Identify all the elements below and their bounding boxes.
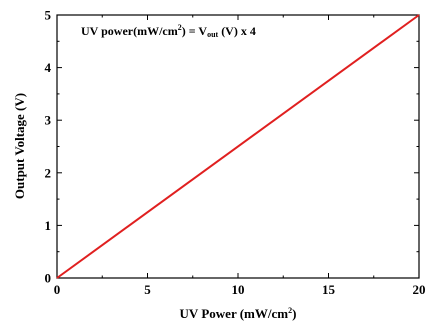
y-tick-label: 0	[45, 271, 52, 286]
annotation-part3: (V) x 4	[218, 24, 256, 38]
x-tick-label: 5	[144, 282, 151, 297]
y-tick-label: 3	[45, 113, 52, 128]
x-axis-title-end: )	[292, 306, 296, 321]
x-axis-title: UV Power (mW/cm2)	[180, 306, 297, 321]
y-tick-label: 2	[45, 165, 52, 180]
x-axis-title-main: UV Power (mW/cm	[180, 306, 289, 321]
y-tick-label: 4	[45, 60, 52, 75]
x-tick-label: 20	[413, 282, 426, 297]
annotation-part1: UV power(mW/cm	[81, 24, 178, 38]
annotation-sub: out	[207, 30, 218, 39]
equation-annotation: UV power(mW/cm2) = Vout (V) x 4	[81, 23, 256, 39]
series-line	[56, 14, 420, 279]
annotation-sup: 2	[178, 23, 182, 32]
y-axis-title: Output Voltage (V)	[12, 93, 27, 199]
x-tick-label: 0	[54, 282, 61, 297]
y-tick-label: 5	[45, 8, 52, 23]
y-tick-label: 1	[45, 218, 52, 233]
x-axis-title-sup: 2	[288, 306, 292, 315]
tick-labels-group: 0 5 10 15 20 0 1 2 3 4 5	[45, 8, 426, 298]
series-group	[56, 14, 420, 279]
ticks-group	[56, 14, 420, 279]
x-tick-label: 10	[232, 282, 245, 297]
annotation-part2: ) = V	[182, 24, 208, 38]
x-tick-label: 15	[322, 282, 336, 297]
